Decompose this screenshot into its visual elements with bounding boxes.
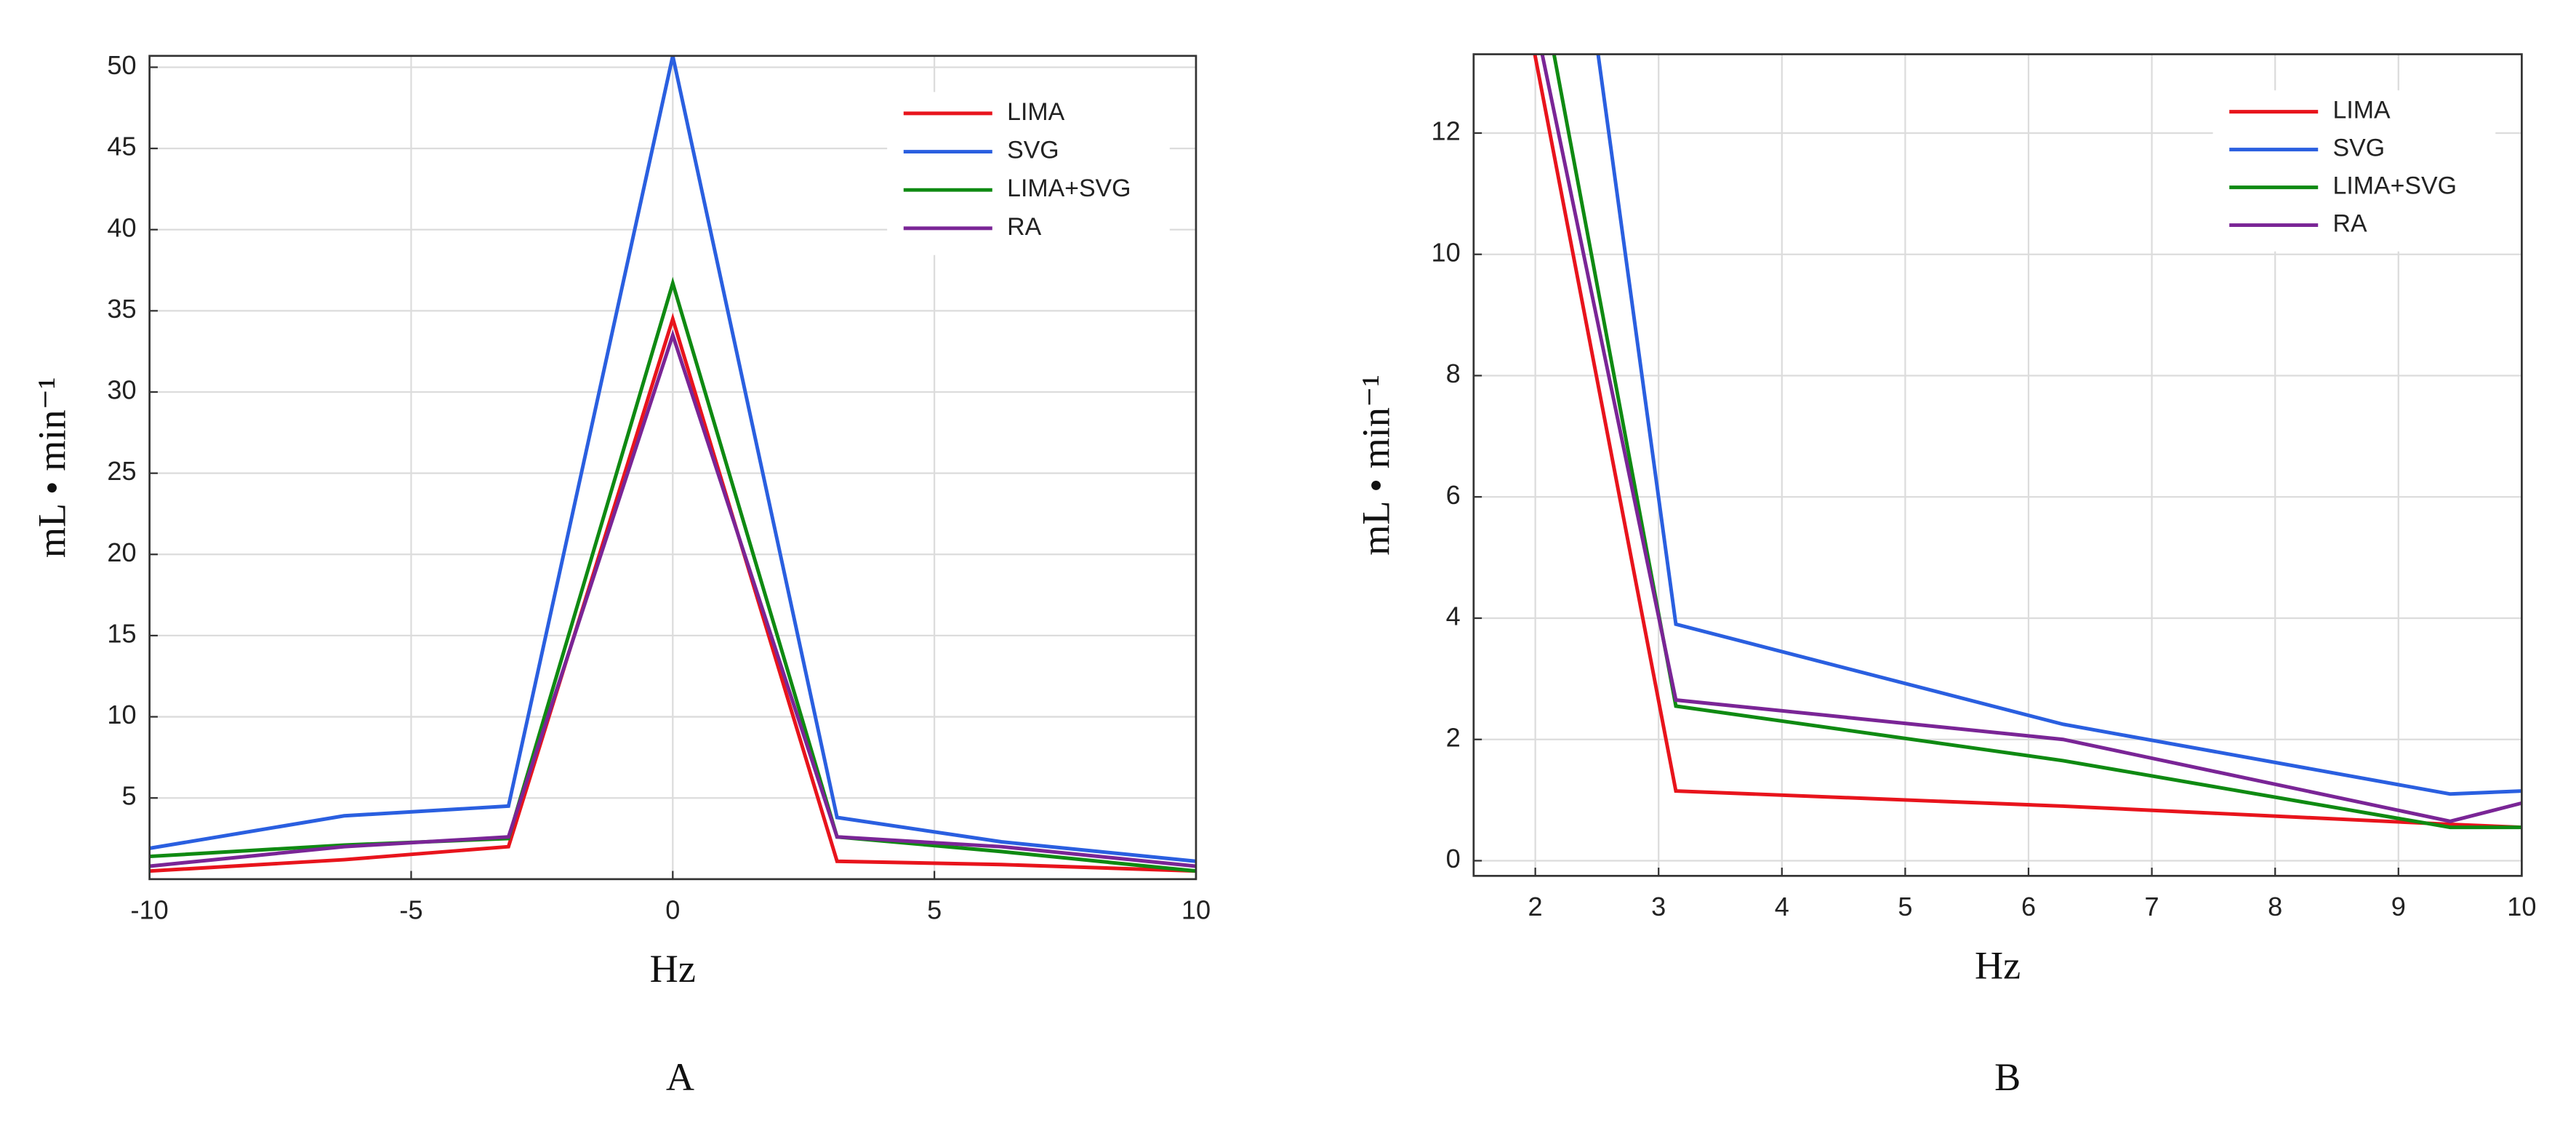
y-tick-label: 30 <box>107 375 136 405</box>
plot-frame <box>1472 53 2523 877</box>
legend-label: LIMA+SVG <box>1007 175 1131 202</box>
legend-label: LIMA <box>1007 98 1064 126</box>
x-tick-label: 4 <box>1775 892 1789 921</box>
x-axis-label: Hz <box>1975 944 2021 988</box>
legend-label: RA <box>2333 210 2367 238</box>
series-line <box>1533 54 2522 830</box>
series-line <box>149 55 1196 863</box>
y-tick-label: 10 <box>1432 237 1461 267</box>
x-tick-label: 10 <box>1181 895 1211 925</box>
series-line <box>149 313 1196 873</box>
y-tick-label: 6 <box>1446 480 1461 510</box>
panel: -10 -5 0 5 10 5 10 15 20 25 30 35 40 45 50 LIMA SVG LIMA+… <box>30 50 1211 1099</box>
y-tick-label: 5 <box>121 781 136 811</box>
legend-label: LIMA+SVG <box>2333 172 2457 200</box>
x-tick-label: 9 <box>2391 892 2406 921</box>
legend-label: LIMA <box>2333 97 2391 124</box>
x-tick-label: 2 <box>1528 892 1543 921</box>
plot-frame <box>148 55 1197 881</box>
x-tick-label: 8 <box>2268 892 2282 921</box>
y-axis-label: mL • min⁻¹ <box>1354 375 1397 556</box>
x-tick-label: 6 <box>2021 892 2036 921</box>
x-tick-label: 7 <box>2145 892 2159 921</box>
y-tick-label: 10 <box>107 700 136 729</box>
x-tick-label: 0 <box>665 895 680 925</box>
x-tick-label: 3 <box>1651 892 1666 921</box>
x-axis-label: Hz <box>650 947 696 991</box>
y-tick-label: 25 <box>107 456 136 486</box>
y-tick-label: 20 <box>107 537 136 567</box>
y-tick-label: 40 <box>107 212 136 242</box>
legend-label: RA <box>1007 213 1041 241</box>
series-line <box>1596 54 2522 796</box>
x-tick-label: -10 <box>131 895 169 925</box>
legend-label: SVG <box>2333 135 2386 162</box>
panel-label: A <box>666 1055 694 1099</box>
y-tick-label: 4 <box>1446 601 1461 631</box>
x-tick-label: 5 <box>1898 892 1912 921</box>
series-line <box>1540 54 2522 823</box>
x-tick-label: 5 <box>927 895 942 925</box>
y-tick-label: 2 <box>1446 722 1461 752</box>
x-tick-label: 10 <box>2507 892 2536 921</box>
y-tick-label: 35 <box>107 294 136 324</box>
y-tick-label: 45 <box>107 132 136 161</box>
x-tick-label: -5 <box>399 895 422 925</box>
y-tick-label: 15 <box>107 618 136 648</box>
y-tick-label: 50 <box>107 50 136 80</box>
y-tick-label: 12 <box>1432 116 1461 146</box>
series-line <box>1552 54 2522 830</box>
panel-label: B <box>1994 1055 2021 1099</box>
legend-label: SVG <box>1007 137 1059 164</box>
y-tick-label: 8 <box>1446 359 1461 388</box>
series-line <box>149 329 1196 868</box>
panel: 2 3 4 5 6 7 8 9 10 0 2 4 6 8 10 12 LIMA SVG LIMA+SVG RA Hz mL… <box>1354 53 2536 1099</box>
y-tick-label: 0 <box>1446 844 1461 873</box>
y-axis-label: mL • min⁻¹ <box>30 377 73 559</box>
